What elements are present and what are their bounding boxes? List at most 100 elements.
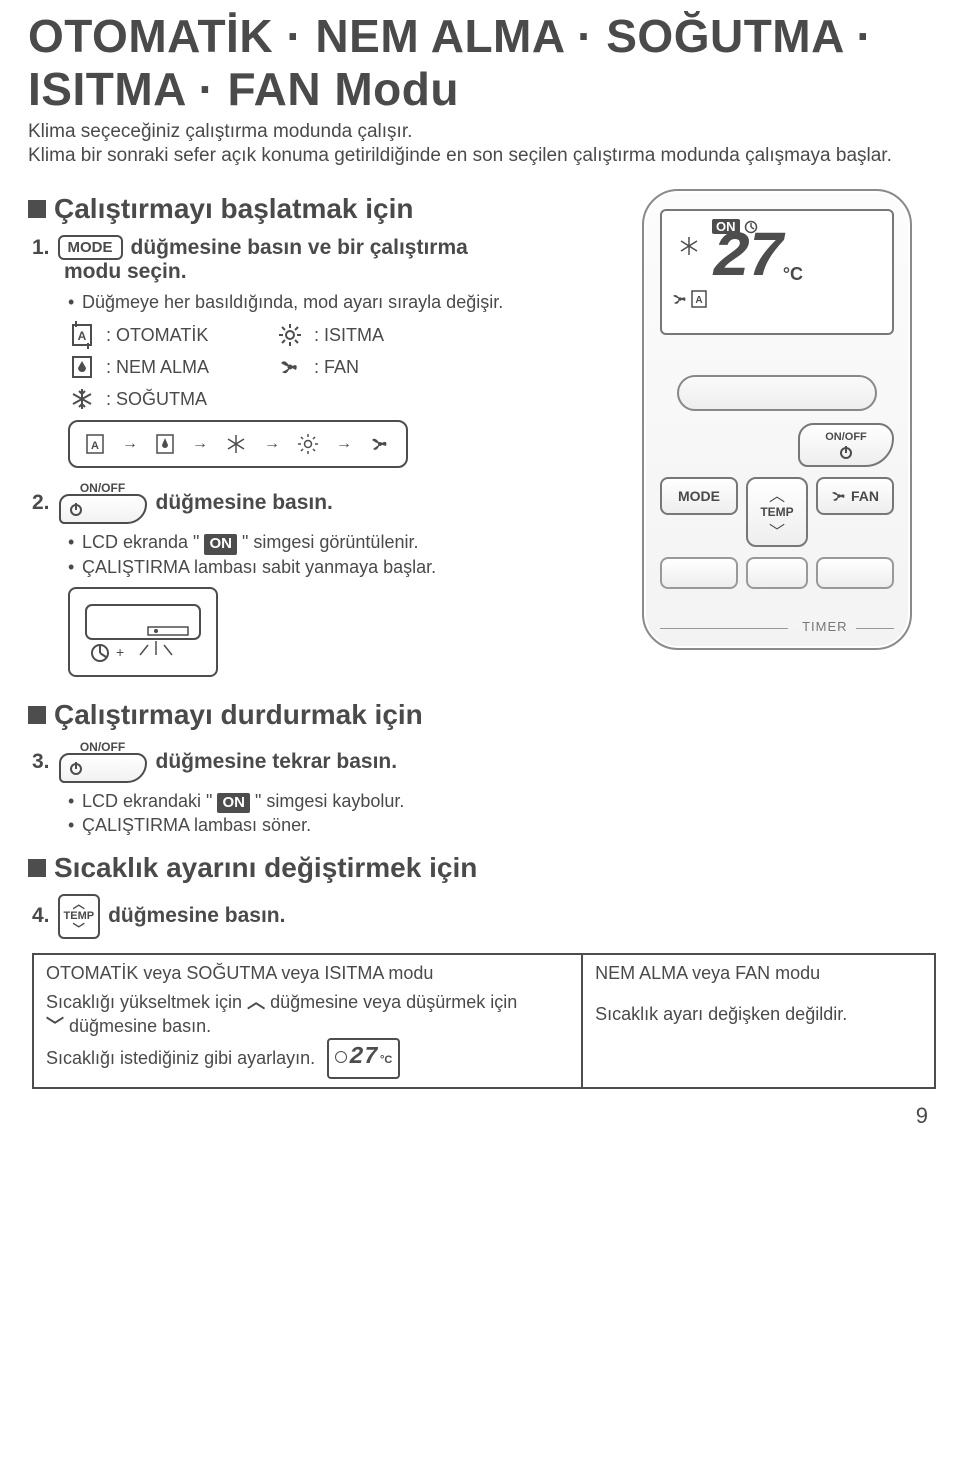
power-icon [69, 761, 83, 775]
remote-onoff-button[interactable]: ON/OFF [798, 423, 894, 467]
remote-temp-button[interactable]: ︿ TEMP ﹀ [746, 477, 808, 547]
svg-text:A: A [78, 329, 87, 343]
cycle-cool-icon [226, 434, 246, 454]
tlb3: düğmesine basın. [69, 1016, 211, 1036]
remote-fan-button[interactable]: FAN [816, 477, 894, 515]
square-bullet-icon [28, 200, 46, 218]
indoor-unit-lamp-diagram: + [68, 587, 218, 677]
section-start-label: Çalıştırmayı başlatmak için [54, 193, 414, 225]
mini-temp-unit: °C [380, 1053, 392, 1068]
table-right-body: Sıcaklık ayarı değişken değildir. [595, 1002, 922, 1026]
step-4-text: düğmesine basın. [108, 904, 285, 928]
step-2-bullet-1: LCD ekranda " ON " simgesi görüntülenir. [68, 530, 618, 554]
section-stop-label: Çalıştırmayı durdurmak için [54, 699, 423, 731]
remote-blank-button[interactable] [816, 557, 894, 589]
step2-b1-suffix: " simgesi görüntülenir. [242, 532, 418, 552]
page-number: 9 [28, 1103, 932, 1129]
remote-control-diagram: A ON 27 °C ON/OFF [642, 189, 912, 650]
remote-timer-label: TIMER [802, 619, 847, 634]
svg-text:+: + [116, 644, 124, 660]
step-3: 3. ON/OFF düğmesine tekrar basın. LCD ek… [32, 741, 932, 838]
mode-dry-label: : NEM ALMA [106, 357, 266, 378]
section-temp-heading: Sıcaklık ayarını değiştirmek için [28, 852, 932, 884]
chevron-up-icon: ︿ [247, 990, 265, 1014]
lcd-auto-icon: A [691, 290, 707, 308]
cycle-auto-icon: A [86, 434, 104, 454]
heat-icon [276, 324, 304, 346]
temp-mode-table: OTOMATİK veya SOĞUTMA veya ISITMA modu S… [32, 953, 936, 1089]
temp-button-label: TEMP [64, 910, 95, 923]
step-2-bullet-2: ÇALIŞTIRMA lambası sabit yanmaya başlar. [68, 555, 618, 579]
mode-auto-label: : OTOMATİK [106, 325, 266, 346]
step-1-text-a: düğmesine basın ve bir çalıştırma [131, 236, 468, 260]
remote-fan-label: FAN [851, 488, 879, 504]
svg-text:A: A [695, 295, 702, 306]
remote-onoff-label: ON/OFF [825, 431, 867, 443]
step-3-bullet-1: LCD ekrandaki " ON " simgesi kaybolur. [68, 789, 932, 813]
intro-line-2: Klima bir sonraki sefer açık konuma geti… [28, 145, 892, 166]
chevron-up-icon: ︿ [769, 483, 785, 505]
auto-icon: A [68, 324, 96, 346]
lcd-cool-icon [679, 236, 699, 256]
step-2-number: 2. [32, 491, 50, 515]
remote-blank-button[interactable] [746, 557, 808, 589]
intro-line-1: Klima seçeceğiniz çalıştırma modunda çal… [28, 121, 412, 142]
cool-icon [68, 388, 96, 410]
remote-blank-button[interactable] [660, 557, 738, 589]
step-1-number: 1. [32, 236, 50, 260]
lcd-temp-value: 27 [712, 234, 781, 285]
square-bullet-icon [28, 706, 46, 724]
step-2: 2. ON/OFF düğmesine basın. LCD ekranda "… [32, 482, 618, 677]
tlb4: Sıcaklığı istediğiniz gibi ayarlayın. [46, 1046, 315, 1070]
mini-temp-value: 27 [349, 1042, 378, 1074]
section-temp-label: Sıcaklık ayarını değiştirmek için [54, 852, 477, 884]
section-start-heading: Çalıştırmayı başlatmak için [28, 193, 618, 225]
arrow-icon: → [264, 435, 280, 453]
step-1: 1. MODE düğmesine basın ve bir çalıştırm… [32, 235, 618, 468]
cycle-fan-icon [370, 434, 390, 454]
lcd-fan-icon [672, 291, 688, 307]
power-icon [839, 445, 853, 459]
on-badge: ON [217, 793, 250, 813]
step3-b1-suffix: " simgesi kaybolur. [255, 791, 404, 811]
table-left-header: OTOMATİK veya SOĞUTMA veya ISITMA modu [46, 963, 569, 984]
tlb1: Sıcaklığı yükseltmek için [46, 992, 247, 1012]
chevron-down-icon: ﹀ [46, 1014, 64, 1038]
fan-icon [276, 356, 304, 378]
dry-icon [68, 356, 96, 378]
arrow-icon: → [192, 435, 208, 453]
svg-text:A: A [91, 440, 99, 452]
step3-b1-prefix: LCD ekrandaki " [82, 791, 212, 811]
chevron-up-icon: ︿ [73, 898, 85, 910]
step-3-text: düğmesine tekrar basın. [156, 750, 398, 774]
intro-paragraph: Klima seçeceğiniz çalıştırma modunda çal… [28, 120, 932, 169]
remote-temp-label: TEMP [760, 505, 793, 519]
step-3-number: 3. [32, 750, 50, 774]
cycle-dry-icon [156, 434, 174, 454]
section-stop-heading: Çalıştırmayı durdurmak için [28, 699, 932, 731]
step-4: 4. ︿ TEMP ﹀ düğmesine basın. [32, 894, 932, 939]
onoff-label: ON/OFF [80, 482, 125, 494]
chevron-down-icon: ﹀ [73, 923, 85, 935]
lcd-temp-unit: °C [783, 264, 803, 285]
onoff-button-graphic: ON/OFF [58, 741, 148, 783]
table-right-header: NEM ALMA veya FAN modu [595, 963, 922, 984]
remote-mode-button[interactable]: MODE [660, 477, 738, 515]
mini-lcd: 27 °C [327, 1038, 400, 1078]
temp-button-graphic: ︿ TEMP ﹀ [58, 894, 101, 939]
mode-button-label: MODE [58, 235, 123, 260]
step-2-text: düğmesine basın. [156, 491, 333, 515]
step2-b1-prefix: LCD ekranda " [82, 532, 199, 552]
mode-cycle-diagram: A → → → → [68, 420, 408, 468]
page-title: OTOMATİK · NEM ALMA · SOĞUTMA · ISITMA ·… [28, 10, 932, 116]
remote-lcd: A ON 27 °C [660, 209, 894, 335]
step-1-text-b: modu seçin. [64, 260, 187, 284]
power-icon [69, 502, 83, 516]
fan-icon [831, 488, 847, 504]
step-3-bullet-2: ÇALIŞTIRMA lambası söner. [68, 813, 932, 837]
step-1-bullet: Düğmeye her basıldığında, mod ayarı sıra… [68, 290, 618, 314]
onoff-button-graphic: ON/OFF [58, 482, 148, 524]
mode-fan-label: : FAN [314, 357, 434, 378]
mini-clock-icon [335, 1051, 347, 1063]
step-4-number: 4. [32, 904, 50, 928]
